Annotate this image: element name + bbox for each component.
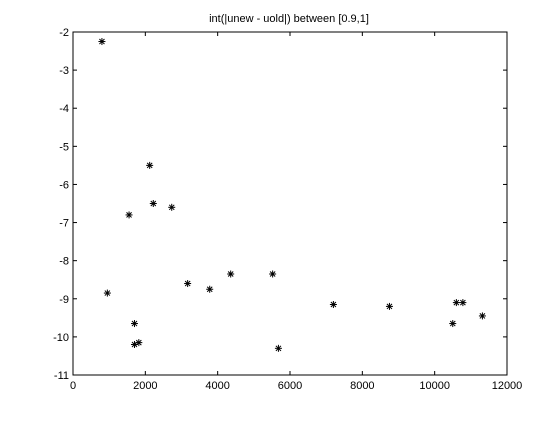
x-tick-label: 4000 bbox=[205, 380, 229, 392]
data-point bbox=[131, 320, 138, 327]
data-point bbox=[386, 303, 393, 310]
data-point bbox=[150, 200, 157, 207]
data-point bbox=[227, 271, 234, 278]
data-point bbox=[184, 280, 191, 287]
x-tick-label: 10000 bbox=[419, 380, 450, 392]
x-tick-label: 8000 bbox=[350, 380, 374, 392]
y-tick-label: -4 bbox=[59, 103, 69, 115]
y-tick-label: -6 bbox=[59, 179, 69, 191]
plot-area bbox=[73, 32, 507, 375]
x-tick-label: 12000 bbox=[492, 380, 523, 392]
x-tick-label: 0 bbox=[70, 380, 76, 392]
data-point bbox=[168, 204, 175, 211]
data-point bbox=[275, 345, 282, 352]
data-point bbox=[449, 320, 456, 327]
data-point bbox=[479, 312, 486, 319]
y-tick-label: -3 bbox=[59, 65, 69, 77]
data-point bbox=[104, 290, 111, 297]
y-tick-label: -2 bbox=[59, 27, 69, 39]
data-point bbox=[459, 299, 466, 306]
data-point bbox=[98, 38, 105, 45]
data-point bbox=[453, 299, 460, 306]
y-tick-label: -11 bbox=[54, 370, 69, 382]
y-tick-label: -9 bbox=[59, 294, 69, 306]
data-point bbox=[146, 162, 153, 169]
data-point bbox=[135, 339, 142, 346]
data-point bbox=[269, 271, 276, 278]
y-tick-label: -10 bbox=[53, 332, 69, 344]
data-point bbox=[126, 211, 133, 218]
y-tick-label: -7 bbox=[59, 218, 69, 230]
x-tick-label: 2000 bbox=[133, 380, 157, 392]
data-point bbox=[330, 301, 337, 308]
y-tick-label: -8 bbox=[59, 256, 69, 268]
y-tick-label: -5 bbox=[59, 141, 69, 153]
chart-title: int(|unew - uold|) between [0.9,1] bbox=[209, 13, 369, 25]
x-tick-label: 6000 bbox=[278, 380, 302, 392]
data-point bbox=[206, 286, 213, 293]
